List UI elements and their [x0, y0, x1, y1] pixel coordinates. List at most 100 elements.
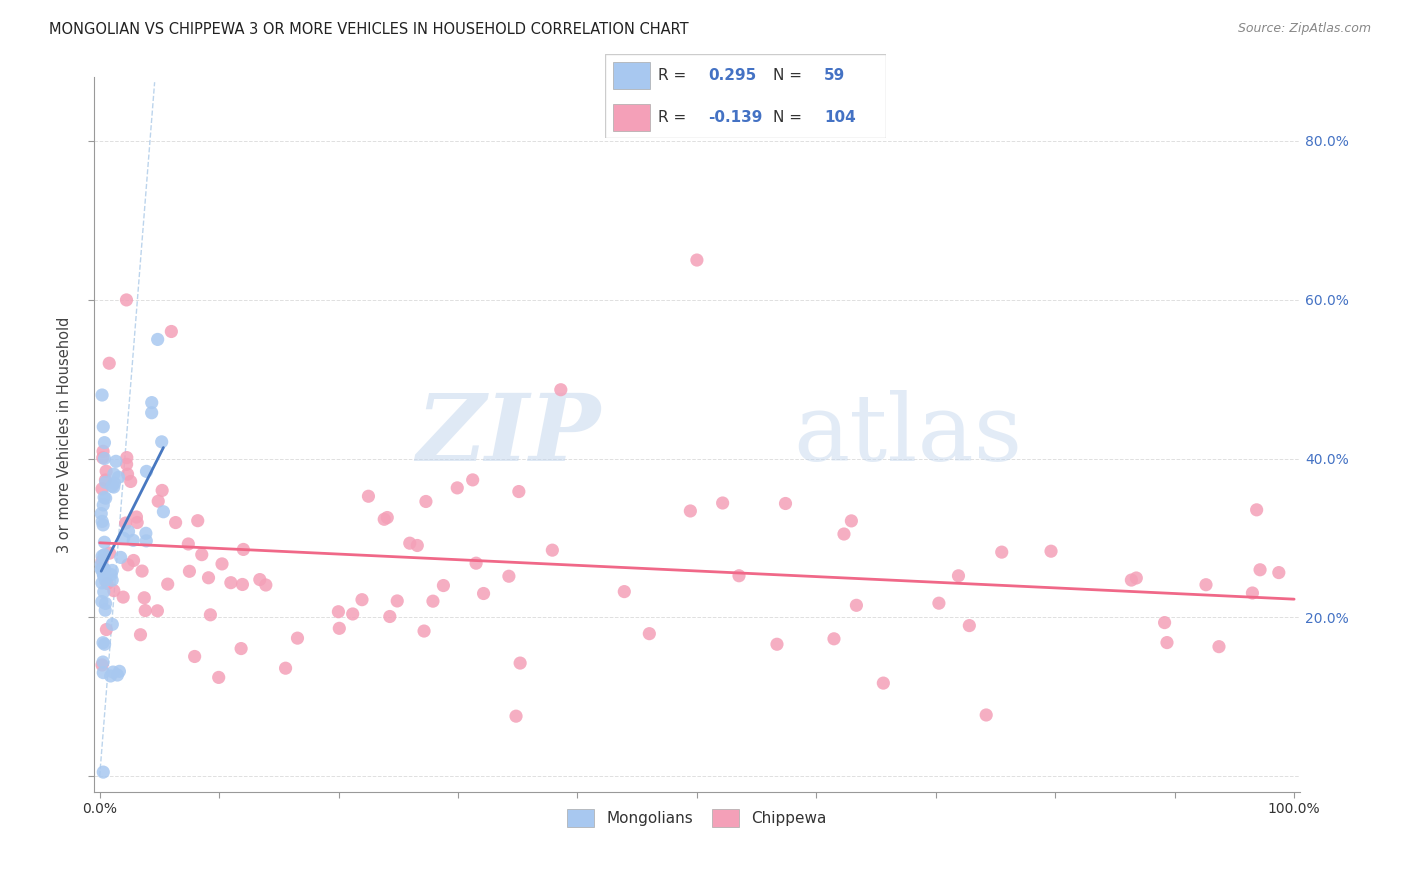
- Point: [160, 325, 183, 339]
- Point: [127, 516, 149, 530]
- Point: [103, 476, 125, 491]
- Point: [93, 549, 115, 563]
- Point: [686, 253, 709, 268]
- Point: [231, 577, 253, 591]
- Point: [112, 532, 135, 546]
- Point: [1246, 503, 1268, 517]
- Point: [91, 655, 114, 669]
- Point: [94, 603, 117, 617]
- Point: [98, 546, 121, 560]
- Point: [350, 592, 373, 607]
- Point: [93, 548, 115, 562]
- Point: [550, 383, 572, 397]
- Point: [948, 569, 970, 583]
- Point: [472, 586, 495, 600]
- Point: [197, 571, 219, 585]
- Point: [1241, 586, 1264, 600]
- Point: [711, 496, 734, 510]
- Point: [152, 505, 174, 519]
- Text: -0.139: -0.139: [709, 111, 763, 126]
- Point: [1195, 578, 1218, 592]
- Text: R =: R =: [658, 68, 692, 83]
- Point: [187, 514, 209, 528]
- Point: [93, 451, 115, 466]
- Point: [94, 473, 117, 487]
- Point: [91, 515, 114, 529]
- Point: [398, 536, 420, 550]
- Point: [872, 676, 894, 690]
- Point: [509, 656, 531, 670]
- Point: [103, 480, 125, 494]
- Point: [541, 543, 564, 558]
- Point: [406, 539, 429, 553]
- Point: [832, 527, 855, 541]
- Point: [183, 649, 205, 664]
- Point: [90, 558, 112, 572]
- Point: [91, 657, 114, 672]
- Text: Source: ZipAtlas.com: Source: ZipAtlas.com: [1237, 22, 1371, 36]
- Point: [91, 482, 114, 496]
- Point: [1208, 640, 1230, 654]
- Point: [508, 484, 530, 499]
- FancyBboxPatch shape: [605, 54, 886, 138]
- Point: [91, 444, 114, 458]
- Point: [117, 524, 139, 539]
- Point: [845, 599, 868, 613]
- Point: [766, 637, 789, 651]
- Point: [422, 594, 444, 608]
- Point: [328, 605, 350, 619]
- Point: [229, 641, 252, 656]
- Point: [101, 573, 124, 587]
- Point: [91, 554, 114, 568]
- Point: [1249, 563, 1271, 577]
- Point: [125, 510, 148, 524]
- Point: [91, 498, 114, 512]
- Point: [446, 481, 468, 495]
- Point: [1268, 566, 1291, 580]
- Point: [104, 454, 127, 468]
- Point: [415, 494, 437, 508]
- Point: [1153, 615, 1175, 630]
- Point: [94, 464, 117, 478]
- Text: R =: R =: [658, 111, 692, 126]
- Point: [357, 489, 380, 503]
- Point: [728, 568, 751, 582]
- Point: [177, 537, 200, 551]
- Point: [134, 591, 156, 605]
- Point: [775, 496, 797, 510]
- Point: [342, 607, 364, 621]
- Point: [91, 765, 114, 780]
- Point: [107, 668, 129, 682]
- Point: [112, 590, 135, 604]
- Point: [990, 545, 1012, 559]
- Text: 59: 59: [824, 68, 845, 83]
- Point: [375, 510, 398, 524]
- Point: [150, 483, 173, 498]
- Text: 104: 104: [824, 111, 856, 126]
- FancyBboxPatch shape: [613, 62, 650, 89]
- Point: [122, 533, 145, 548]
- Point: [91, 549, 114, 563]
- Point: [505, 709, 527, 723]
- Point: [93, 585, 115, 599]
- Point: [96, 623, 118, 637]
- Point: [135, 526, 157, 541]
- Point: [928, 596, 950, 610]
- Point: [165, 516, 187, 530]
- Point: [93, 567, 115, 582]
- Point: [274, 661, 297, 675]
- Point: [91, 665, 114, 680]
- Point: [957, 618, 980, 632]
- Point: [148, 494, 170, 508]
- Text: atlas: atlas: [793, 390, 1022, 480]
- Point: [1125, 571, 1147, 585]
- Point: [1156, 635, 1178, 649]
- Point: [96, 576, 118, 591]
- Point: [90, 594, 112, 608]
- Text: N =: N =: [773, 68, 807, 83]
- Point: [974, 708, 997, 723]
- Point: [93, 561, 115, 575]
- Text: N =: N =: [773, 111, 807, 126]
- Point: [93, 491, 115, 505]
- Point: [823, 632, 845, 646]
